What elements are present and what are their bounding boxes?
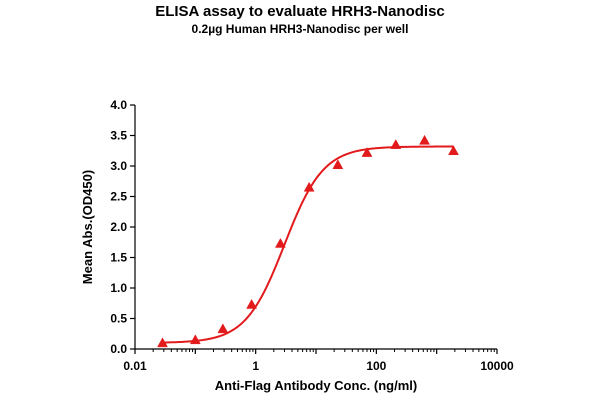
fit-curve-layer — [162, 145, 454, 344]
data-point — [246, 298, 258, 309]
fit-curve — [162, 145, 454, 344]
axes: 0.0 0.5 1.0 1.5 2.0 2.5 3.0 3.5 4.0 0.01 1 100 10000 — [110, 98, 514, 373]
y-tick-label: 3.0 — [110, 159, 127, 173]
x-tick-label: 0.01 — [123, 359, 147, 373]
x-axis-label: Anti-Flag Antibody Conc. (ng/ml) — [215, 378, 417, 393]
y-axis-label: Mean Abs.(OD450) — [80, 170, 95, 284]
data-point — [217, 323, 229, 334]
data-point — [448, 145, 459, 155]
data-point — [419, 134, 430, 145]
y-tick-label: 0.0 — [110, 342, 127, 356]
data-point — [157, 337, 168, 348]
x-tick-label: 100 — [366, 359, 386, 373]
y-tick-label: 4.0 — [110, 98, 127, 112]
data-point — [390, 139, 402, 149]
y-tick-label: 1.0 — [110, 281, 127, 295]
y-tick-label: 1.5 — [110, 251, 127, 265]
data-point — [189, 334, 201, 345]
data-point — [361, 147, 373, 157]
y-tick-label: 2.5 — [110, 190, 127, 204]
data-points-layer — [157, 134, 459, 348]
y-tick-label: 3.5 — [110, 129, 127, 143]
chart-subtitle: 0.2µg Human HRH3-Nanodisc per well — [191, 22, 409, 36]
data-point — [303, 181, 315, 192]
x-tick-label: 10000 — [480, 359, 514, 373]
x-tick-label: 1 — [252, 359, 259, 373]
y-tick-label: 2.0 — [110, 220, 127, 234]
data-point — [274, 237, 286, 248]
y-tick-label: 0.5 — [110, 312, 127, 326]
chart-title: ELISA assay to evaluate HRH3-Nanodisc — [155, 3, 445, 20]
data-point — [332, 159, 344, 170]
